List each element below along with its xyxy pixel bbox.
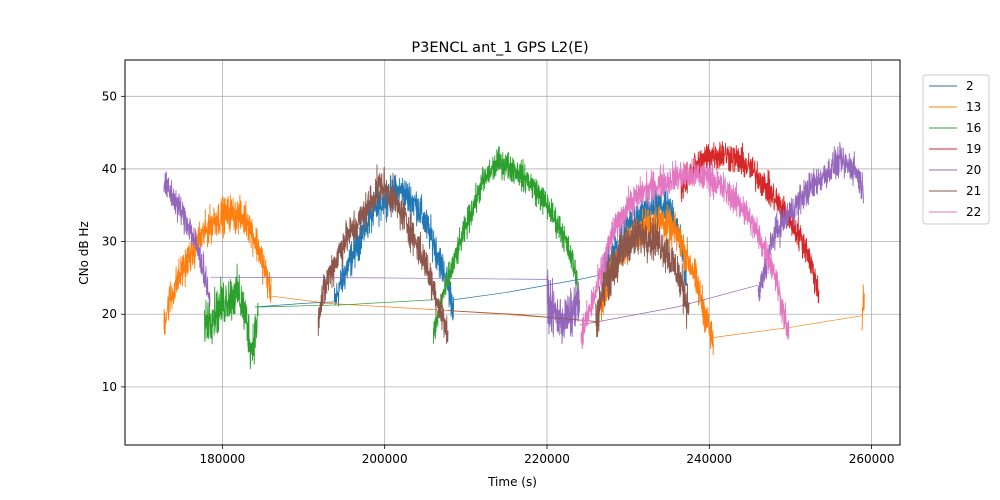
series-line-20: [546, 269, 580, 345]
legend-label-20: 20: [966, 163, 981, 177]
y-tick-label: 50: [102, 89, 117, 103]
y-tick-label: 30: [102, 235, 117, 249]
series-line-2: [453, 273, 604, 301]
series-16: [204, 146, 580, 370]
legend-label-13: 13: [966, 100, 981, 114]
series-21: [317, 164, 690, 345]
series-line-20: [757, 141, 864, 302]
y-tick-label: 20: [102, 307, 117, 321]
legend-label-22: 22: [966, 205, 981, 219]
x-tick-label: 180000: [199, 452, 245, 466]
axes-frame: [124, 59, 901, 446]
series-19: [680, 141, 820, 304]
x-tick-label: 200000: [362, 452, 408, 466]
series-22: [580, 157, 790, 349]
x-axis-label: Time (s): [487, 475, 537, 489]
legend-label-2: 2: [966, 79, 974, 93]
series-line-19: [680, 141, 820, 304]
x-tick-label: 260000: [849, 452, 895, 466]
plot-area: 180000 200000 220000 240000 260000 10 20 30 40 50: [102, 59, 901, 466]
series-line-22: [580, 157, 790, 349]
y-tick-label: 40: [102, 162, 117, 176]
legend-label-16: 16: [966, 121, 981, 135]
series-line-13: [163, 194, 272, 335]
legend: 2 13 16 19 20 21 22: [922, 74, 990, 225]
legend-label-19: 19: [966, 142, 981, 156]
series-line-21: [595, 216, 690, 338]
series-line-20: [210, 276, 547, 280]
series-line-21: [447, 310, 596, 322]
x-tick-label: 220000: [524, 452, 570, 466]
y-tick-label: 10: [102, 380, 117, 394]
series-20: [163, 141, 864, 345]
legend-label-21: 21: [966, 184, 981, 198]
series-line-20: [163, 171, 211, 307]
chart-title: P3ENCL ant_1 GPS L2(E): [411, 40, 588, 56]
series-line-21: [317, 164, 449, 345]
series-line-13: [713, 315, 862, 338]
x-tick-label: 240000: [686, 452, 732, 466]
series-line-20: [579, 284, 759, 326]
series-line-16: [432, 146, 580, 344]
series-line-16: [258, 299, 434, 308]
series-line-2: [333, 174, 455, 321]
series-line-13: [861, 284, 865, 331]
y-axis-label: CNo dB Hz: [77, 221, 91, 285]
series-line-16: [204, 263, 259, 370]
